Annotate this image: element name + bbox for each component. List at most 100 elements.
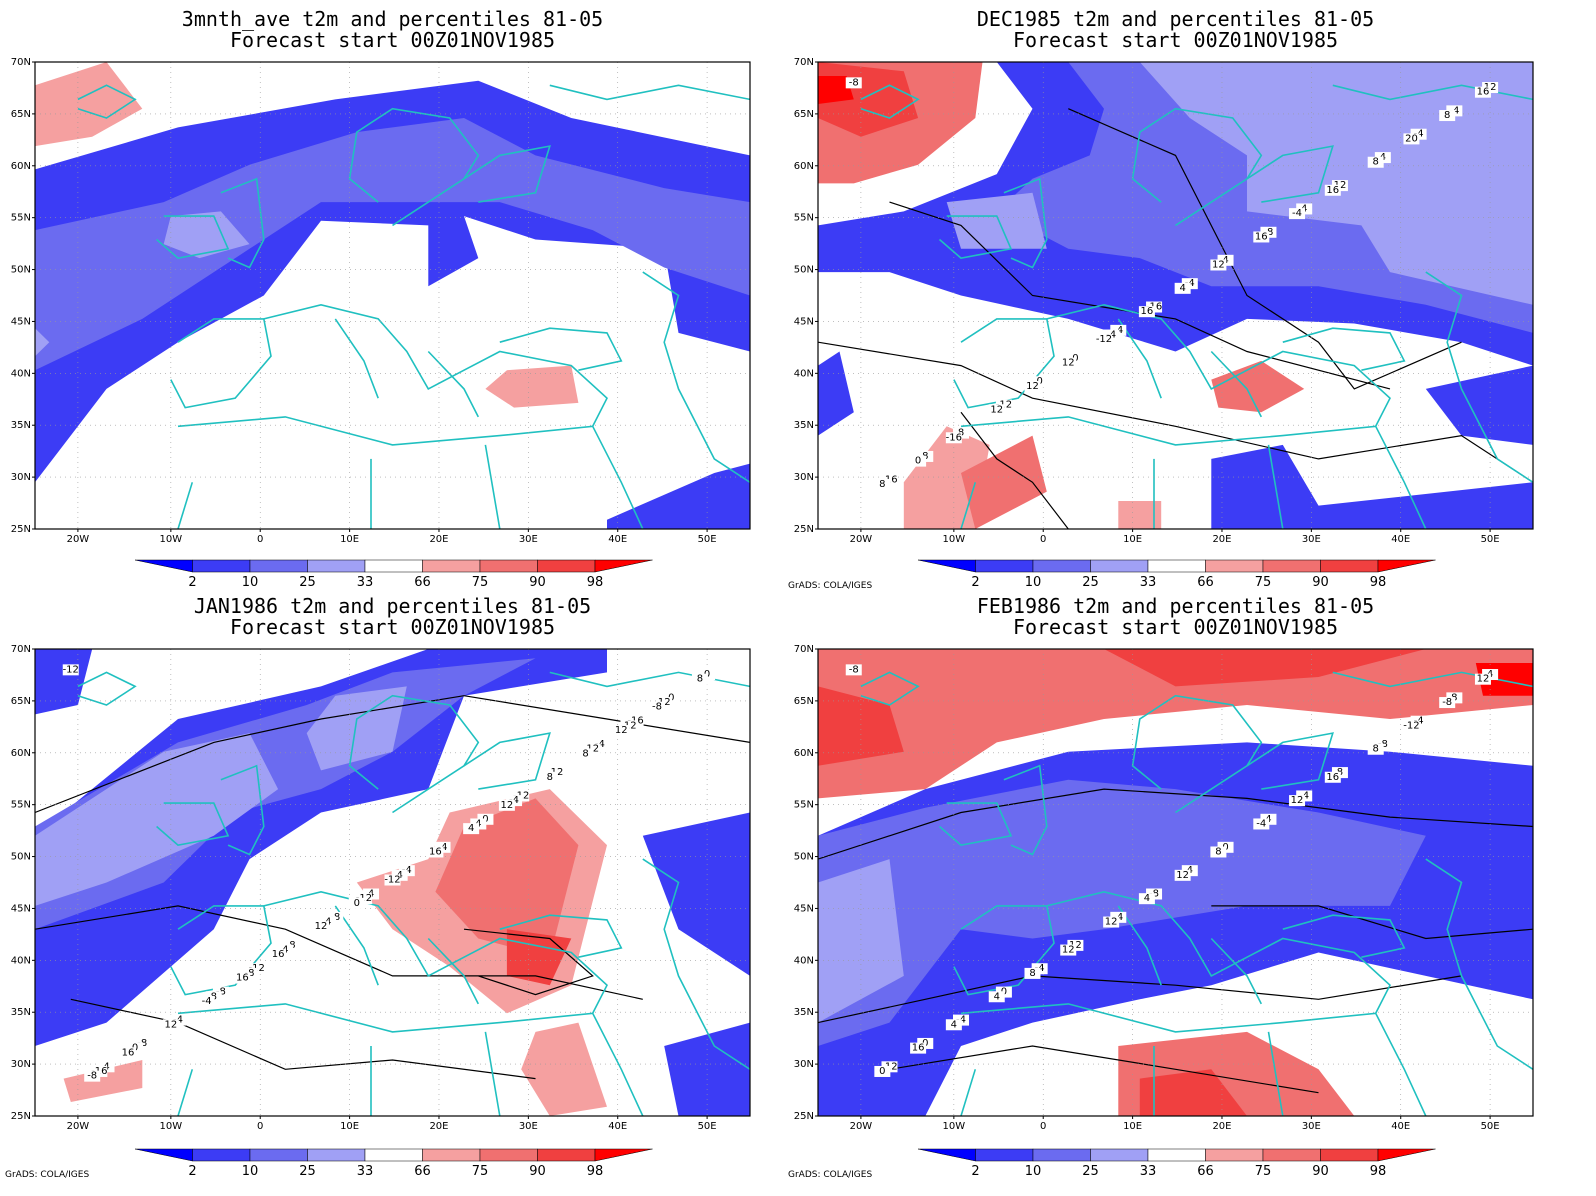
colorbar-label: 33 bbox=[357, 1164, 374, 1179]
colorbar-segment bbox=[479, 1148, 538, 1162]
contour-line bbox=[35, 905, 643, 1000]
colorbar-arrow-left bbox=[917, 1148, 976, 1162]
contour-label-bg bbox=[198, 995, 215, 1007]
lon-tick-label: 0 bbox=[1040, 1121, 1046, 1132]
contour-label-bg bbox=[1096, 334, 1112, 346]
contour-label: -8 bbox=[1442, 697, 1452, 708]
contour-label-bg bbox=[1174, 869, 1191, 881]
coastline bbox=[220, 764, 265, 856]
lat-tick-label: 70N bbox=[794, 57, 814, 68]
contour-label-bg bbox=[119, 1047, 136, 1059]
contour-label-bg bbox=[1103, 916, 1120, 928]
contour-label: 20 bbox=[1405, 133, 1418, 144]
panel-subtitle: Forecast start 00Z01NOV1985 bbox=[1013, 28, 1338, 52]
coastline bbox=[938, 215, 1013, 259]
coastline bbox=[1246, 732, 1334, 790]
contour-label: 12 bbox=[1291, 795, 1304, 806]
contour-label: 12 bbox=[615, 725, 628, 736]
contour-label-bg bbox=[1367, 156, 1384, 168]
colorbar-segment bbox=[364, 1148, 423, 1162]
contour-label-bg bbox=[1324, 771, 1341, 783]
lat-tick-label: 70N bbox=[11, 644, 31, 655]
lat-tick-label: 65N bbox=[11, 696, 31, 707]
colorbar-segment bbox=[537, 1148, 596, 1162]
coastline bbox=[463, 732, 551, 790]
percentile-region bbox=[1118, 501, 1162, 529]
coastline bbox=[463, 145, 551, 203]
contour-label: 16 bbox=[272, 949, 285, 960]
colorbar-segment bbox=[1205, 559, 1264, 573]
contour-label-bg bbox=[62, 664, 79, 676]
lat-tick-label: 70N bbox=[794, 644, 814, 655]
coastline bbox=[1425, 858, 1533, 1070]
coastline bbox=[642, 858, 750, 1070]
contour-label: 16 bbox=[912, 1043, 925, 1054]
colorbar-label: 2 bbox=[188, 575, 196, 590]
percentile-region bbox=[642, 812, 750, 976]
contour-label: 8 bbox=[547, 772, 553, 783]
lon-tick-label: 40E bbox=[1391, 1121, 1410, 1132]
contour-label: -12 bbox=[63, 664, 79, 675]
lon-tick-label: 10E bbox=[340, 534, 359, 545]
colorbar-label: 33 bbox=[1140, 575, 1157, 590]
colorbar-segment bbox=[1262, 1148, 1321, 1162]
contour-label-bg bbox=[945, 432, 962, 444]
contour-label: 0 bbox=[879, 1066, 885, 1077]
lon-tick-label: 20W bbox=[850, 1121, 873, 1132]
grads-credit: GrADS: COLA/IGES bbox=[788, 1170, 872, 1180]
lon-tick-label: 20E bbox=[1212, 534, 1231, 545]
coastline bbox=[953, 905, 1055, 996]
lat-tick-label: 40N bbox=[11, 955, 31, 966]
map-frame bbox=[34, 648, 751, 1117]
coastline bbox=[170, 905, 272, 996]
lat-tick-label: 45N bbox=[794, 903, 814, 914]
contour-line bbox=[818, 341, 1533, 483]
contour-label: 12 bbox=[990, 404, 1003, 415]
contour-line bbox=[818, 975, 1462, 1024]
colorbar-segment bbox=[1205, 1148, 1264, 1162]
coastline bbox=[1210, 937, 1263, 1005]
colorbar-label: 66 bbox=[414, 1164, 431, 1179]
colorbar-segment bbox=[307, 1148, 366, 1162]
colorbar-segment bbox=[249, 1148, 308, 1162]
lon-tick-label: 20W bbox=[67, 1121, 90, 1132]
contour-label-bg bbox=[463, 823, 480, 835]
coastline bbox=[860, 671, 920, 706]
grads-credit: GrADS: COLA/IGES bbox=[788, 581, 872, 591]
colorbar-label: 2 bbox=[971, 1164, 979, 1179]
coastline bbox=[960, 482, 977, 529]
coastline bbox=[1003, 177, 1048, 269]
contour-label: -16 bbox=[946, 432, 962, 443]
contour-label: 4 bbox=[1179, 283, 1185, 294]
colorbar-segment bbox=[1147, 1148, 1206, 1162]
lon-tick-label: 50E bbox=[698, 534, 717, 545]
coastline bbox=[170, 318, 272, 409]
coastline bbox=[484, 1031, 501, 1116]
colorbar-segment bbox=[479, 559, 538, 573]
percentile-region bbox=[35, 658, 536, 930]
map-area: -12-8-4-8044-16-12-12-8-40812-4-4041284-… bbox=[35, 649, 750, 1116]
contour-label: 8 bbox=[697, 674, 703, 685]
contour-label-bg bbox=[1138, 893, 1155, 905]
contour-label-bg bbox=[1060, 357, 1077, 369]
map-area: -8-4-804-12-8-4-4-4048128-4041284-404-12… bbox=[818, 649, 1533, 1116]
lat-tick-label: 50N bbox=[11, 265, 31, 276]
lon-tick-label: 20E bbox=[1212, 1121, 1231, 1132]
map-frame bbox=[817, 61, 1534, 530]
percentile-region bbox=[818, 649, 1533, 799]
contour-line bbox=[818, 788, 1533, 860]
coastline bbox=[348, 107, 480, 227]
contour-label-bg bbox=[162, 1019, 179, 1031]
lat-tick-label: 40N bbox=[11, 368, 31, 379]
lat-tick-label: 65N bbox=[794, 109, 814, 120]
contour-label: -12 bbox=[384, 875, 400, 886]
lat-tick-label: 40N bbox=[794, 368, 814, 379]
coastline bbox=[177, 1003, 644, 1116]
coastline bbox=[960, 1003, 1427, 1116]
coastline bbox=[1246, 145, 1334, 203]
percentile-region bbox=[63, 1060, 143, 1102]
contour-label-bg bbox=[649, 701, 666, 713]
percentile-region bbox=[946, 192, 1047, 249]
percentile-region bbox=[818, 686, 904, 766]
lat-tick-label: 30N bbox=[11, 472, 31, 483]
